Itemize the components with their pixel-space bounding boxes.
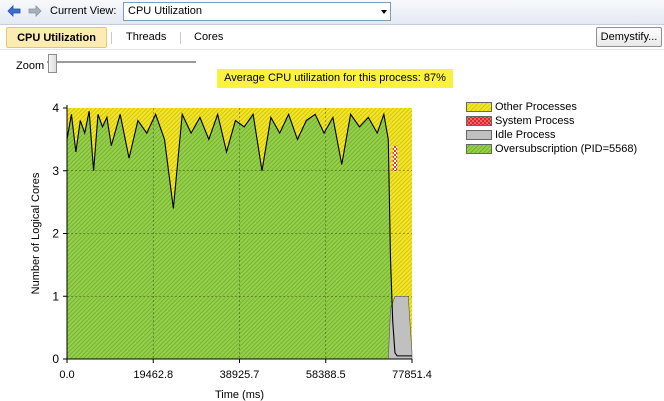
back-arrow-icon[interactable] (7, 4, 21, 18)
axes: 0 1 2 3 4 0.0 19462.8 38925.7 58388.5 77851.4 Time… (30, 101, 432, 401)
x-axis-title: Time (ms) (215, 389, 264, 401)
x-tick-label: 19462.8 (133, 369, 173, 381)
toolbar: Current View: CPU Utilization (0, 0, 664, 25)
tab-separator (180, 32, 181, 44)
current-view-dropdown[interactable]: CPU Utilization (123, 2, 391, 21)
tab-threads[interactable]: Threads (126, 31, 167, 43)
legend-swatch-system (466, 116, 492, 126)
legend-label-idle: Idle Process (495, 129, 556, 141)
tab-cores[interactable]: Cores (194, 31, 224, 43)
current-view-label: Current View: (50, 5, 117, 17)
zoom-slider-track[interactable] (47, 61, 196, 64)
series-area-system-process (392, 145, 398, 171)
x-tick-label: 0.0 (59, 369, 74, 381)
x-tick-label: 38925.7 (220, 369, 260, 381)
y-tick-label: 3 (52, 164, 59, 178)
current-view-value: CPU Utilization (128, 5, 202, 17)
view-tabs: CPU Utilization Threads Cores (0, 25, 664, 50)
tab-separator (111, 32, 112, 44)
forward-arrow-icon[interactable] (28, 4, 42, 18)
legend-label-system: System Process (495, 115, 575, 127)
legend-label-oversubscription: Oversubscription (PID=5568) (495, 143, 638, 155)
y-tick-label: 1 (52, 289, 59, 303)
x-tick-label: 58388.5 (306, 369, 346, 381)
legend-swatch-idle (466, 130, 492, 140)
demystify-button[interactable]: Demystify... (596, 27, 662, 47)
y-tick-label: 2 (52, 227, 59, 241)
legend-swatch-other (466, 102, 492, 112)
series-line-oversubscription (66, 111, 412, 357)
average-cpu-banner: Average CPU utilization for this process… (217, 69, 453, 88)
y-axis-title: Number of Logical Cores (30, 172, 42, 294)
legend-label-other: Other Processes (495, 101, 577, 113)
zoom-label: Zoom (16, 60, 45, 72)
y-tick-label: 0 (52, 352, 59, 366)
x-tick-label: 77851.4 (392, 369, 432, 381)
zoom-slider-thumb[interactable] (48, 54, 57, 73)
legend-swatch-oversubscription (466, 144, 492, 154)
tab-cpu-utilization[interactable]: CPU Utilization (6, 27, 107, 48)
chevron-down-icon (381, 10, 387, 14)
y-tick-label: 4 (52, 101, 59, 115)
